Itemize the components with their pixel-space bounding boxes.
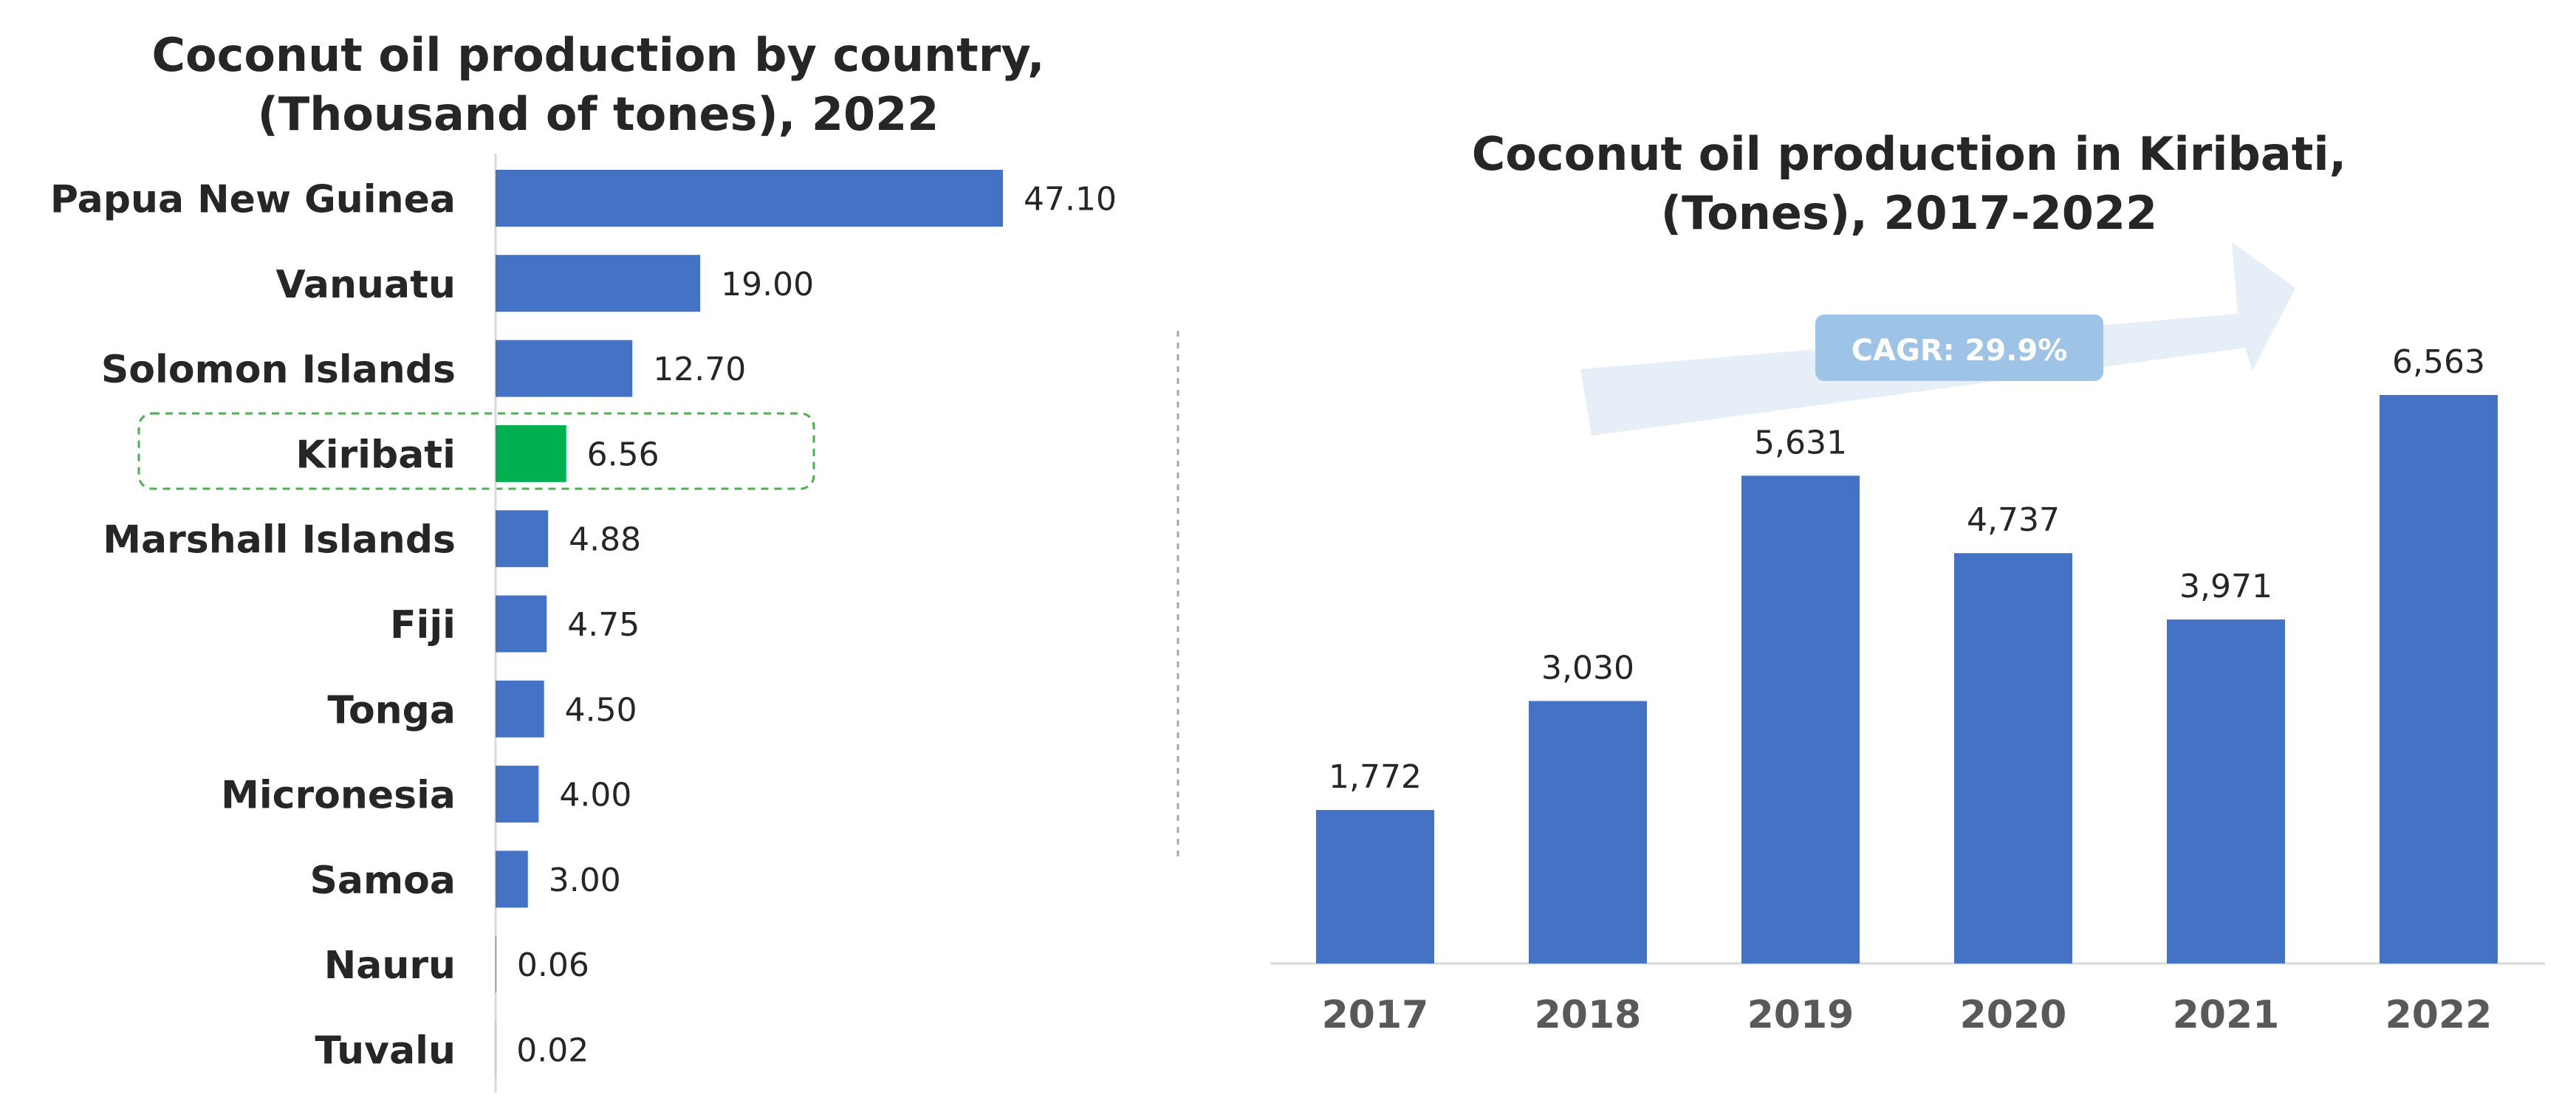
- value-label-2020: 4,737: [1967, 501, 2060, 539]
- year-label-2022: 2022: [2385, 993, 2493, 1037]
- bar-fiji: [496, 595, 547, 653]
- value-label-samoa: 3.00: [549, 862, 621, 899]
- category-label-marshall-islands: Marshall Islands: [103, 518, 456, 563]
- category-label-tuvalu: Tuvalu: [315, 1029, 456, 1073]
- value-label-fiji: 4.75: [567, 606, 640, 644]
- category-label-tonga: Tonga: [327, 688, 456, 732]
- right-chart-bars: 1,772 2017 3,030 2018 5,631 2019 4,737 2020 3,97…: [1316, 343, 2498, 1037]
- value-label-vanuatu: 19.00: [721, 266, 814, 303]
- bar-2022: [2380, 395, 2498, 963]
- value-label-nauru: 0.06: [517, 946, 589, 984]
- cagr-badge: [1815, 315, 2103, 381]
- value-label-solomon-islands: 12.70: [653, 351, 746, 388]
- bar-solomon-islands: [496, 340, 633, 397]
- category-label-micronesia: Micronesia: [221, 774, 456, 818]
- kiribati-highlight-box: [137, 412, 815, 490]
- category-label-samoa: Samoa: [309, 859, 456, 903]
- value-label-tuvalu: 0.02: [516, 1032, 589, 1070]
- bar-papua-new-guinea: [496, 170, 1003, 227]
- left-chart-title-line1: Coconut oil production by country,: [151, 28, 1044, 82]
- bar-2019: [1741, 475, 1860, 963]
- year-label-2018: 2018: [1535, 993, 1642, 1037]
- bar-samoa: [496, 851, 528, 908]
- category-label-kiribati: Kiribati: [295, 433, 456, 477]
- value-label-tonga: 4.50: [565, 691, 637, 729]
- right-chart-title-line1: Coconut oil production in Kiribati,: [1472, 127, 2346, 181]
- value-label-2022: 6,563: [2392, 343, 2485, 381]
- bar-2020: [1954, 553, 2072, 963]
- category-label-solomon-islands: Solomon Islands: [101, 348, 456, 392]
- value-label-2019: 5,631: [1754, 424, 1847, 461]
- left-chart-bars: Papua New Guinea 47.10 Vanuatu 19.00 Solomon…: [50, 170, 1117, 1078]
- growth-arrow: [1580, 242, 2295, 436]
- bar-micronesia: [496, 766, 539, 823]
- value-label-papua-new-guinea: 47.10: [1024, 181, 1117, 219]
- category-label-nauru: Nauru: [324, 944, 456, 988]
- bar-marshall-islands: [496, 510, 549, 568]
- category-label-vanuatu: Vanuatu: [276, 263, 456, 307]
- bar-2017: [1316, 810, 1434, 963]
- value-label-micronesia: 4.00: [559, 777, 631, 814]
- value-label-2017: 1,772: [1329, 758, 1422, 796]
- bar-2018: [1529, 701, 1647, 963]
- bar-tonga: [496, 680, 544, 738]
- value-label-2018: 3,030: [1541, 650, 1634, 687]
- left-chart-title-line2: (Thousand of tones), 2022: [258, 87, 939, 141]
- bar-2021: [2167, 619, 2285, 963]
- cagr-label: CAGR: 29.9%: [1852, 334, 2068, 368]
- year-label-2019: 2019: [1747, 993, 1854, 1037]
- year-label-2021: 2021: [2173, 993, 2280, 1037]
- bar-vanuatu: [496, 255, 701, 312]
- value-label-kiribati: 6.56: [587, 436, 660, 473]
- year-label-2020: 2020: [1960, 993, 2067, 1037]
- value-label-2021: 3,971: [2179, 568, 2272, 605]
- category-label-fiji: Fiji: [390, 603, 456, 647]
- right-chart-title-line2: (Tones), 2017-2022: [1661, 186, 2157, 240]
- category-label-papua-new-guinea: Papua New Guinea: [50, 178, 456, 222]
- year-label-2017: 2017: [1322, 993, 1429, 1037]
- value-label-marshall-islands: 4.88: [569, 521, 641, 559]
- bar-kiribati: [496, 425, 566, 482]
